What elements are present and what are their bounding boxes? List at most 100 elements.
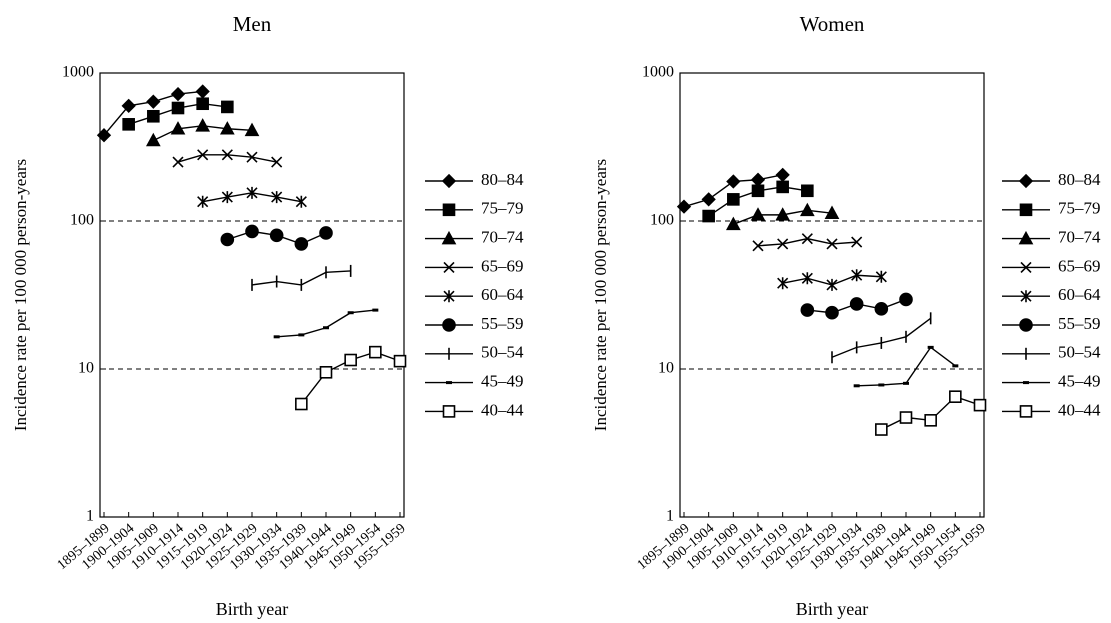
- marker: [221, 149, 233, 161]
- marker: [676, 199, 692, 214]
- legend-label: 75–79: [1058, 199, 1101, 218]
- marker: [899, 411, 913, 424]
- marker: [219, 121, 235, 135]
- marker: [369, 345, 382, 359]
- marker: [393, 354, 407, 368]
- series-line: [856, 346, 956, 387]
- legend-label: 75–79: [481, 199, 524, 218]
- marker: [441, 230, 457, 245]
- legend-label: 70–74: [1058, 228, 1101, 247]
- marker: [344, 353, 357, 367]
- marker: [319, 226, 333, 240]
- marker: [701, 192, 716, 207]
- legend-label: 60–64: [481, 285, 524, 304]
- marker: [750, 172, 766, 187]
- marker: [271, 156, 283, 168]
- marker: [776, 180, 789, 194]
- legend-label: 40–44: [1058, 400, 1101, 419]
- plot-frame: [679, 72, 985, 518]
- marker: [727, 193, 740, 206]
- marker: [899, 292, 913, 307]
- marker: [295, 195, 307, 208]
- y-tick-label: 1000: [642, 64, 674, 81]
- marker: [1019, 405, 1033, 418]
- legend-label: 80–84: [481, 170, 524, 189]
- marker: [442, 405, 456, 418]
- marker: [442, 203, 456, 217]
- legend-label: 65–69: [1058, 256, 1101, 275]
- marker: [775, 207, 791, 221]
- marker: [949, 390, 962, 403]
- x-axis-label: Birth year: [216, 599, 288, 619]
- legend-label: 80–84: [1058, 170, 1101, 189]
- marker: [443, 261, 455, 273]
- x-axis-label: Birth year: [796, 599, 868, 619]
- marker: [294, 237, 309, 251]
- marker: [246, 151, 258, 163]
- marker: [801, 272, 813, 285]
- marker: [1019, 203, 1033, 217]
- marker: [196, 97, 209, 111]
- marker: [826, 278, 838, 291]
- y-axis-label: Incidence rate per 100 000 person-years: [11, 159, 30, 431]
- y-tick-label: 1: [666, 508, 674, 525]
- marker: [197, 195, 209, 208]
- marker: [170, 121, 186, 135]
- marker: [824, 205, 840, 219]
- marker: [702, 209, 715, 223]
- legend-label: 45–49: [481, 372, 524, 391]
- legend-label: 45–49: [1058, 372, 1101, 391]
- marker: [826, 238, 838, 250]
- marker: [1018, 230, 1034, 245]
- legend-label: 65–69: [481, 256, 524, 275]
- panel-title: Women: [800, 12, 865, 36]
- y-tick-label: 10: [658, 360, 674, 377]
- marker: [195, 118, 211, 132]
- legend-label: 60–64: [1058, 285, 1101, 304]
- marker: [751, 184, 765, 198]
- marker: [1018, 173, 1034, 189]
- marker: [875, 270, 887, 283]
- series-line: [276, 309, 376, 338]
- marker: [271, 191, 283, 204]
- marker: [875, 423, 888, 436]
- marker: [96, 128, 112, 143]
- marker: [145, 132, 161, 147]
- marker: [750, 207, 766, 221]
- marker: [801, 184, 814, 198]
- marker: [246, 186, 258, 199]
- marker: [849, 297, 864, 311]
- marker: [775, 167, 790, 182]
- marker: [725, 216, 741, 231]
- marker: [851, 269, 863, 282]
- y-tick-label: 10: [78, 360, 94, 377]
- marker: [221, 100, 234, 114]
- legend-label: 50–54: [481, 343, 524, 362]
- legend-label: 40–44: [481, 400, 524, 419]
- plot-frame: [99, 72, 405, 518]
- marker: [197, 149, 209, 161]
- marker: [195, 84, 210, 99]
- marker: [319, 365, 333, 379]
- marker: [800, 303, 815, 317]
- legend-label: 70–74: [481, 228, 524, 247]
- marker: [441, 173, 457, 189]
- y-tick-label: 1: [86, 508, 94, 525]
- y-tick-label: 100: [650, 212, 674, 229]
- marker: [244, 122, 260, 137]
- y-axis-label: Incidence rate per 100 000 person-years: [591, 159, 610, 431]
- marker: [147, 109, 160, 123]
- marker: [170, 86, 186, 102]
- panel-title: Men: [233, 12, 272, 36]
- marker: [825, 305, 839, 320]
- marker: [1020, 261, 1032, 273]
- marker: [801, 233, 813, 245]
- marker: [1019, 318, 1033, 332]
- marker: [122, 118, 135, 131]
- marker: [146, 94, 161, 109]
- marker: [172, 156, 184, 168]
- marker: [269, 228, 284, 243]
- marker: [874, 302, 889, 316]
- marker: [295, 397, 308, 411]
